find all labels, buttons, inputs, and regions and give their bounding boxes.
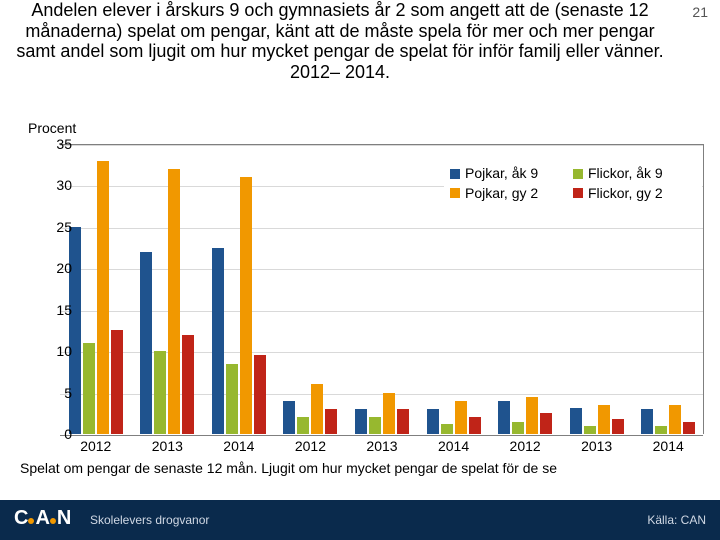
x-tick-label: 2014 xyxy=(223,438,254,454)
bar xyxy=(669,405,681,434)
page-number: 21 xyxy=(692,4,708,20)
bar xyxy=(397,409,409,434)
bar xyxy=(455,401,467,434)
bar xyxy=(140,252,152,434)
bar xyxy=(598,405,610,434)
x-tick-label: 2012 xyxy=(80,438,111,454)
bar xyxy=(427,409,439,434)
legend: Pojkar, åk 9 Flickor, åk 9 Pojkar, gy 2 Fli… xyxy=(444,160,702,207)
bar xyxy=(283,401,295,434)
x-tick-label: 2014 xyxy=(438,438,469,454)
bar xyxy=(111,330,123,434)
bar xyxy=(154,351,166,434)
bar xyxy=(383,393,395,434)
y-tick-label: 30 xyxy=(32,177,72,193)
bar xyxy=(182,335,194,434)
bar xyxy=(297,417,309,434)
x-tick-label: 2014 xyxy=(653,438,684,454)
legend-label: Pojkar, gy 2 xyxy=(465,184,538,204)
bar xyxy=(441,424,453,434)
can-logo: C A N xyxy=(14,507,70,530)
legend-label: Flickor, gy 2 xyxy=(588,184,663,204)
legend-label: Pojkar, åk 9 xyxy=(465,164,538,184)
bar xyxy=(526,397,538,434)
legend-item: Pojkar, åk 9 xyxy=(450,164,573,184)
bar xyxy=(570,408,582,435)
legend-item: Flickor, åk 9 xyxy=(573,164,696,184)
bar xyxy=(325,409,337,434)
bar xyxy=(311,384,323,434)
bar xyxy=(212,248,224,434)
x-tick-label: 2012 xyxy=(295,438,326,454)
bar xyxy=(512,422,524,434)
bar xyxy=(168,169,180,434)
gridline xyxy=(60,435,703,436)
bar xyxy=(355,409,367,434)
bar xyxy=(498,401,510,434)
bar xyxy=(641,409,653,434)
bar xyxy=(69,227,81,434)
x-tick-label: 2013 xyxy=(366,438,397,454)
bar xyxy=(612,419,624,434)
legend-swatch-icon xyxy=(450,169,460,179)
bar xyxy=(97,161,109,434)
y-tick-label: 15 xyxy=(32,302,72,318)
bar xyxy=(240,177,252,434)
slide-title: Andelen elever i årskurs 9 och gymnasiet… xyxy=(10,0,670,83)
footer-bar: C A N Skolelevers drogvanor Källa: CAN xyxy=(0,500,720,540)
bar xyxy=(83,343,95,434)
x-tick-label: 2013 xyxy=(581,438,612,454)
y-tick-label: 25 xyxy=(32,219,72,235)
legend-swatch-icon xyxy=(573,169,583,179)
legend-item: Flickor, gy 2 xyxy=(573,184,696,204)
y-tick-label: 0 xyxy=(32,426,72,442)
x-tick-label: 2012 xyxy=(510,438,541,454)
bar xyxy=(683,422,695,434)
logo-dot-icon xyxy=(28,518,34,524)
bar xyxy=(254,355,266,434)
y-tick-label: 5 xyxy=(32,385,72,401)
bar-group xyxy=(132,145,204,434)
footer-subtitle: Skolelevers drogvanor xyxy=(90,513,209,527)
y-tick-label: 20 xyxy=(32,260,72,276)
y-tick-label: 10 xyxy=(32,343,72,359)
bar xyxy=(540,413,552,434)
bar xyxy=(655,426,667,434)
bar xyxy=(369,417,381,434)
logo-dot-icon xyxy=(50,518,56,524)
y-axis-title: Procent xyxy=(28,120,76,136)
bar xyxy=(469,417,481,434)
x-tick-label: 2013 xyxy=(152,438,183,454)
bar-group xyxy=(346,145,418,434)
footer-source: Källa: CAN xyxy=(647,513,706,527)
legend-label: Flickor, åk 9 xyxy=(588,164,663,184)
legend-swatch-icon xyxy=(573,188,583,198)
x-category-overlap: Spelat om pengar de senaste 12 mån. Ljug… xyxy=(20,460,557,476)
bar xyxy=(584,426,596,434)
legend-item: Pojkar, gy 2 xyxy=(450,184,573,204)
slide: { "page_number": "21", "title": "Andelen… xyxy=(0,0,720,540)
bar xyxy=(226,364,238,434)
legend-swatch-icon xyxy=(450,188,460,198)
bar-group xyxy=(203,145,275,434)
y-tick-label: 35 xyxy=(32,136,72,152)
bar-group xyxy=(275,145,347,434)
